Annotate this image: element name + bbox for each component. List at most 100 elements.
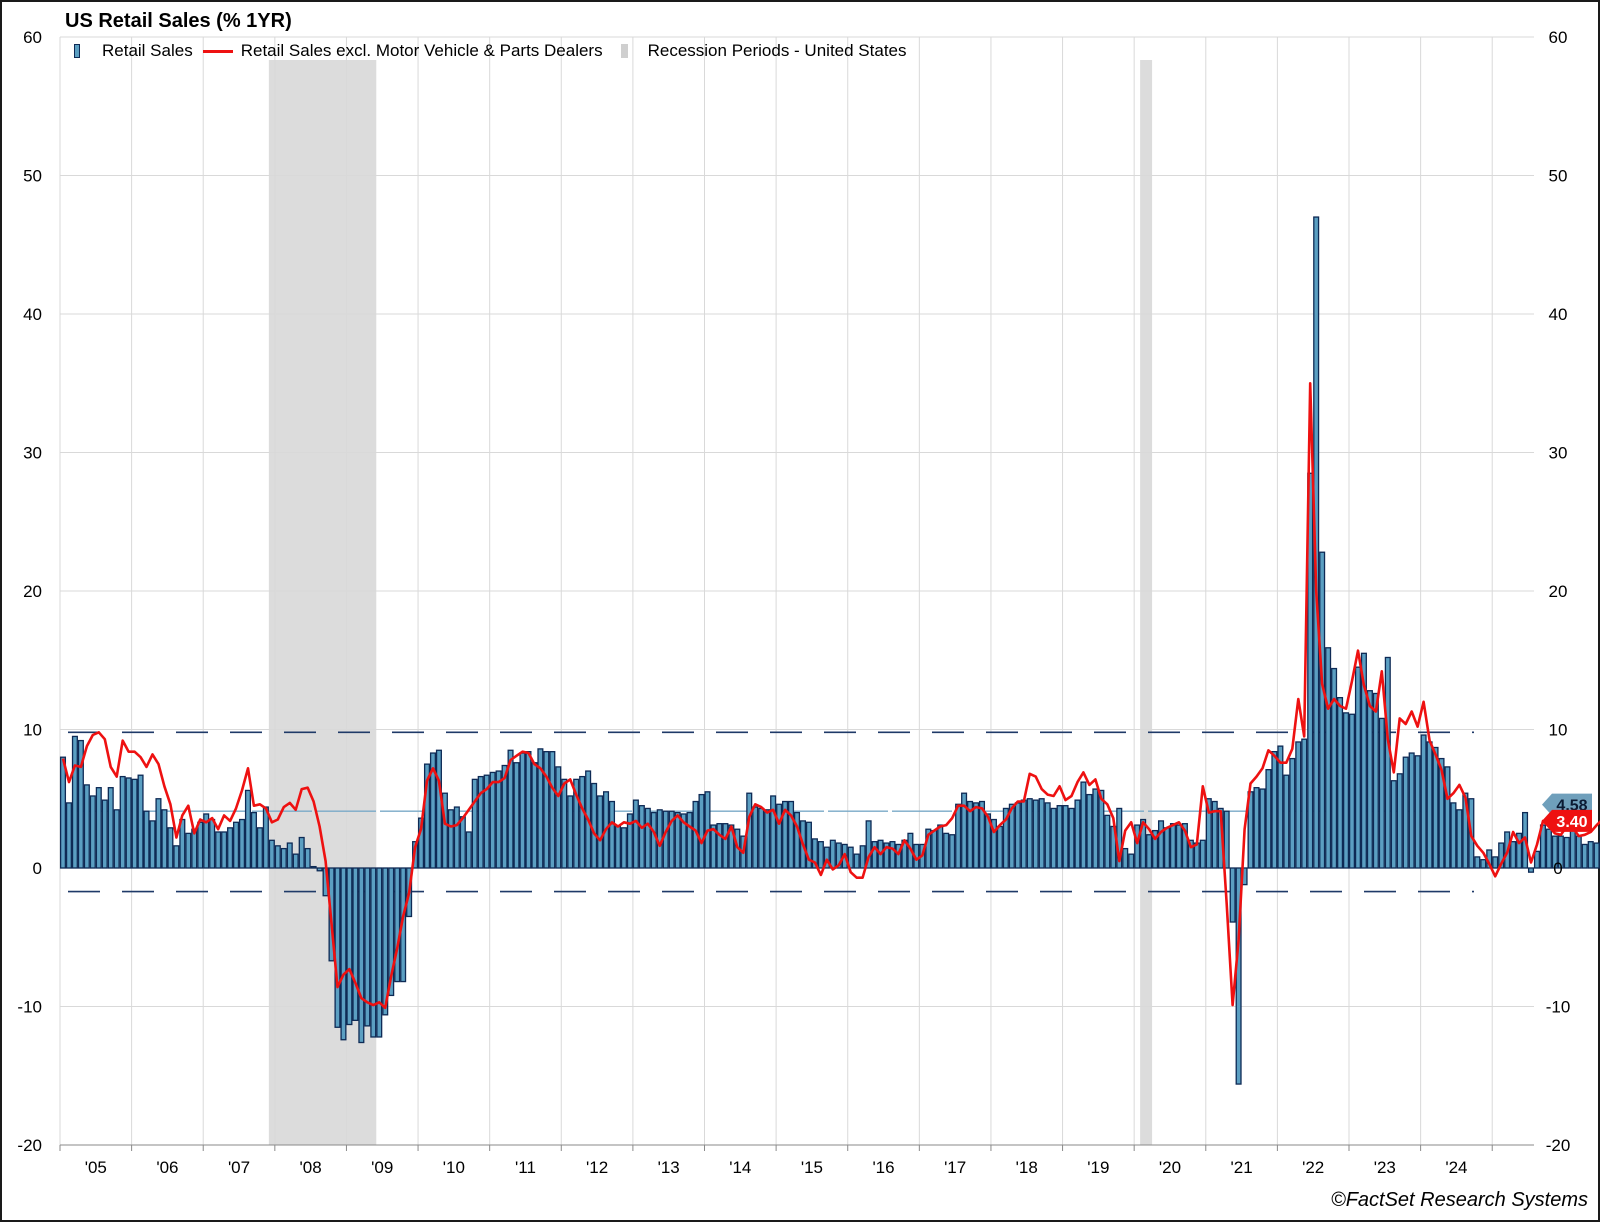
retail-sales-bar <box>1062 805 1069 869</box>
retail-sales-bar <box>161 809 168 869</box>
retail-sales-bar <box>758 807 765 869</box>
x-tick-label: '10 <box>443 1158 465 1177</box>
x-tick-label: '12 <box>586 1158 608 1177</box>
retail-sales-bar <box>728 824 735 869</box>
retail-sales-bar <box>65 802 72 869</box>
retail-sales-bar <box>238 818 246 869</box>
retail-sales-bar <box>1420 734 1427 869</box>
retail-sales-bar <box>209 818 216 869</box>
retail-sales-bar <box>1181 823 1188 869</box>
y-tick-right: 50 <box>1549 167 1568 186</box>
chart-title: US Retail Sales (% 1YR) <box>65 10 292 32</box>
retail-sales-bar <box>925 828 932 869</box>
x-tick-label: '17 <box>944 1158 966 1177</box>
line-swatch-icon <box>202 49 233 53</box>
retail-sales-bar <box>483 774 490 869</box>
retail-sales-bar <box>937 824 944 869</box>
retail-sales-bar <box>203 813 210 869</box>
retail-sales-bar <box>1587 841 1594 869</box>
x-tick-label: '14 <box>729 1158 751 1177</box>
retail-sales-bar <box>1199 839 1206 869</box>
y-tick-right: -10 <box>1546 998 1571 1017</box>
retail-sales-bar <box>1432 746 1439 869</box>
retail-sales-bar <box>459 816 466 869</box>
retail-sales-bar <box>107 787 114 869</box>
retail-sales-bar <box>722 823 729 869</box>
retail-sales-bar <box>1342 712 1350 869</box>
retail-sales-bar <box>250 811 257 869</box>
retail-sales-bar <box>1187 839 1194 869</box>
retail-sales-bar <box>334 867 341 1028</box>
retail-sales-bar <box>984 813 992 869</box>
y-tick-right: 0 <box>1553 859 1562 878</box>
retail-sales-bar <box>955 803 962 869</box>
y-tick-right: -20 <box>1546 1136 1571 1155</box>
source-credit: ©FactSet Research Systems <box>1330 1189 1588 1211</box>
x-tick-label: '24 <box>1445 1158 1467 1177</box>
y-tick-right: 30 <box>1549 444 1568 463</box>
retail-sales-bar <box>1068 807 1075 869</box>
y-tick-right: 40 <box>1549 305 1568 324</box>
x-tick-label: '15 <box>801 1158 823 1177</box>
retail-sales-bar <box>1146 834 1153 869</box>
retail-sales-bar <box>227 827 234 869</box>
x-tick-label: '05 <box>85 1158 107 1177</box>
x-tick-label: '18 <box>1016 1158 1038 1177</box>
retail-sales-bar <box>943 832 950 869</box>
retail-sales-bar <box>1456 809 1463 869</box>
retail-sales-bar <box>829 839 836 869</box>
recession-swatch-icon <box>620 44 628 58</box>
retail-sales-bar <box>519 752 526 869</box>
retail-sales-bar <box>191 828 198 869</box>
retail-sales-bar <box>1551 835 1558 869</box>
retail-sales-bar <box>1575 835 1582 869</box>
retail-sales-bar <box>1277 745 1284 869</box>
retail-sales-bar <box>274 845 281 869</box>
retail-sales-bar <box>608 800 616 869</box>
retail-sales-bar <box>304 847 311 869</box>
retail-sales-bar <box>435 749 442 869</box>
retail-sales-bar <box>1510 841 1517 869</box>
retail-sales-bar <box>626 813 633 869</box>
retail-sales-bar <box>525 751 532 869</box>
retail-sales-bar <box>644 807 651 869</box>
retail-sales-bar <box>1581 843 1588 869</box>
retail-sales-bar <box>716 823 723 869</box>
retail-sales-bar <box>1378 717 1385 869</box>
retail-sales-bar <box>197 821 204 869</box>
retail-sales-bar <box>447 809 454 869</box>
retail-sales-bar <box>537 748 544 869</box>
retail-sales-bar <box>931 829 938 869</box>
retail-sales-bar <box>77 739 84 869</box>
retail-sales-bar <box>650 811 657 869</box>
legend-item-retail-ex-autos: Retail Sales excl. Motor Vehicle & Parts… <box>202 41 603 61</box>
axes-layer: -20 -10 0 10 20 30 40 50 60 -20 -10 0 10 20 30 40 50 60 '0… <box>17 28 1570 1177</box>
y-tick-left: 0 <box>33 859 42 878</box>
retail-sales-bar <box>262 806 269 869</box>
retail-sales-bar <box>990 818 997 869</box>
y-tick-left: -10 <box>17 998 42 1017</box>
retail-sales-bar <box>382 867 389 1016</box>
retail-sales-bar <box>286 842 293 869</box>
retail-sales-bar <box>1396 773 1403 869</box>
retail-sales-bar <box>1348 713 1356 869</box>
retail-sales-bar <box>1253 787 1260 869</box>
retail-sales-bar <box>871 841 878 869</box>
y-tick-right: 20 <box>1549 582 1568 601</box>
retail-sales-bar <box>752 806 759 869</box>
retail-sales-bar <box>513 762 520 869</box>
y-tick-right: 60 <box>1549 28 1568 47</box>
retail-sales-bar <box>465 831 472 869</box>
retail-sales-bar <box>686 811 693 869</box>
retail-sales-bar <box>1545 828 1552 869</box>
retail-sales-bar <box>1462 792 1469 869</box>
retail-sales-bar <box>561 778 568 869</box>
retail-sales-bar <box>340 867 347 1041</box>
retail-sales-bar <box>1414 755 1421 869</box>
retail-sales-bar <box>1104 814 1111 869</box>
retail-sales-bar <box>179 818 186 869</box>
retail-sales-bar <box>662 810 669 869</box>
retail-sales-bar <box>256 827 263 869</box>
retail-sales-bar <box>770 795 777 869</box>
